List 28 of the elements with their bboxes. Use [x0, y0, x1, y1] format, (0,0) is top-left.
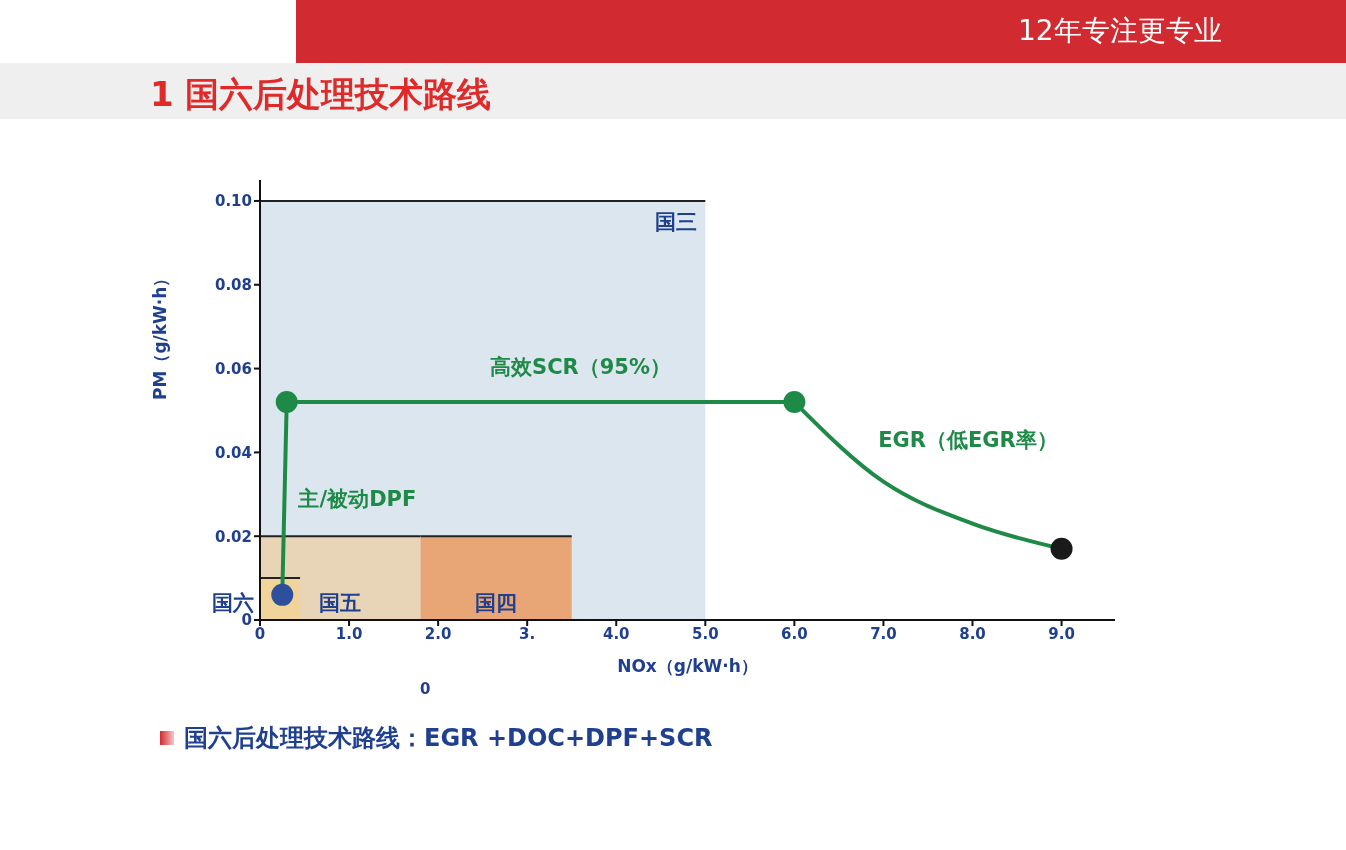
y-tick-label: 0.02 — [214, 527, 252, 546]
series-label: 国五 — [319, 591, 362, 615]
x-tick-label: 8.0 — [959, 624, 986, 643]
series-label: 国四 — [475, 591, 518, 615]
x-tick-label: 4.0 — [602, 624, 630, 643]
chart-title: 1 国六后处理技术路线 — [150, 73, 492, 116]
series-label: EGR（低EGR率） — [878, 428, 1058, 453]
series-label: 主/被动DPF — [297, 487, 417, 512]
y-tick-label: 0.10 — [214, 192, 252, 211]
y-tick-label: 0.04 — [214, 443, 252, 462]
x-tick-label: 3. — [519, 624, 536, 643]
series-label: 高效SCR（95%） — [490, 355, 672, 380]
y-axis-title: PM（g/kW·h） — [150, 269, 171, 400]
x-tick-label: 7.0 — [870, 624, 897, 643]
x-tick-label: 6.0 — [781, 624, 808, 643]
series-label: 国六 — [212, 591, 254, 615]
x-tick-label: 9.0 — [1048, 624, 1075, 643]
x-axis-title: NOx（g/kW·h） — [617, 656, 758, 677]
y-tick-label: 0.06 — [214, 359, 252, 378]
x-tick-label: 0 — [254, 624, 266, 643]
series-label: 国三 — [655, 209, 698, 234]
y-tick-label: 0.08 — [214, 276, 252, 295]
x-tick-label: 1.0 — [335, 624, 363, 643]
x-tick-label: 5.0 — [692, 624, 719, 643]
text: 0 — [420, 680, 431, 698]
text: 国六后处理技术路线：EGR +DOC+DPF+SCR — [183, 723, 713, 754]
text: 12年专注更专业 — [1018, 13, 1222, 49]
x-tick-label: 2.0 — [424, 624, 452, 643]
